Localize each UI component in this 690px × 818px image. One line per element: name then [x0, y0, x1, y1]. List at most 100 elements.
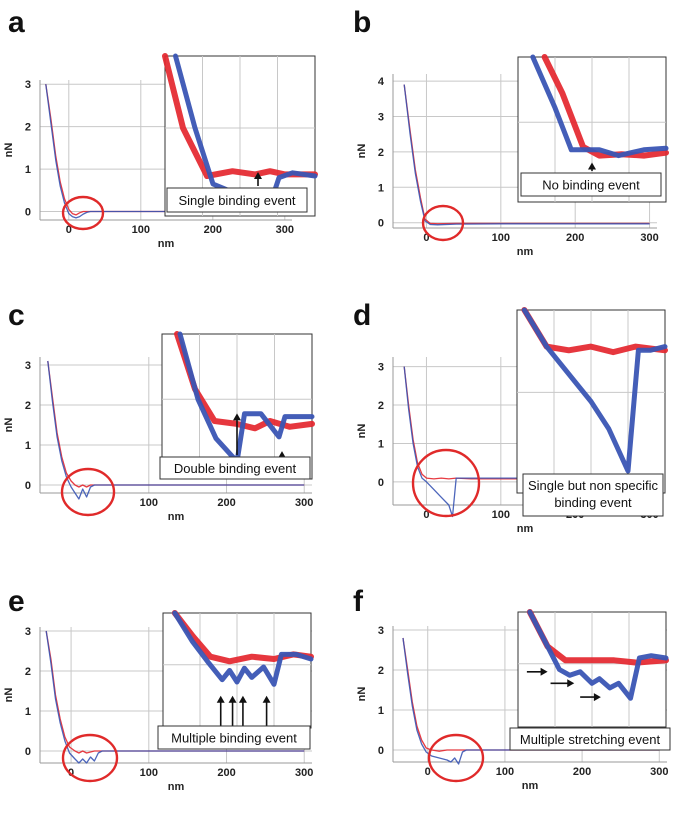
y-tick-label: 3	[378, 625, 384, 637]
panel-d: d01002003000123nmnNSingle but non specif…	[353, 299, 668, 535]
inset-retraction-curve	[172, 610, 314, 687]
arrow-head-icon	[278, 451, 286, 459]
y-tick-label: 2	[25, 400, 31, 412]
x-tick-label: 0	[425, 766, 431, 778]
x-tick-label: 0	[66, 224, 72, 236]
y-tick-label: 3	[378, 362, 384, 374]
y-axis-label: nN	[356, 687, 368, 702]
x-tick-label: 100	[140, 497, 158, 509]
panel-letter: c	[8, 299, 25, 332]
y-tick-label: 1	[378, 438, 384, 450]
arrow-head-icon	[228, 695, 237, 703]
caption-box	[159, 456, 311, 480]
arrow-head-icon	[540, 667, 548, 676]
y-tick-label: 2	[378, 665, 384, 677]
highlight-circle	[60, 467, 116, 517]
caption-box	[157, 725, 311, 750]
y-tick-label: 1	[25, 440, 31, 452]
retraction-curve	[45, 84, 285, 219]
panel-letter: e	[8, 585, 25, 618]
x-axis-label: nm	[158, 238, 175, 250]
panel-f: f 0 100 200 300 0 1 2 3 nm nN Multiple stretching e…	[353, 585, 671, 792]
inset-retraction-curve	[177, 331, 315, 465]
x-tick-label: 100	[492, 232, 510, 244]
y-tick-label: 0	[378, 745, 384, 757]
arrow-head-icon	[216, 695, 225, 703]
x-tick-label: 300	[295, 497, 313, 509]
retraction-curve	[403, 366, 650, 518]
caption-text: binding event	[554, 495, 632, 510]
inset-retraction-curve	[527, 609, 669, 701]
panel-c: c 100 200 300 0 1 2 3 nm nN Double binding event	[3, 299, 315, 523]
retraction-curve	[45, 630, 305, 764]
x-tick-label: 0	[423, 232, 429, 244]
panel-a: a 0 100 200 300 0 1 2 3 nm nN Single binding event	[3, 6, 318, 250]
y-tick-label: 1	[25, 706, 31, 718]
highlight-circle	[61, 195, 105, 231]
y-axis-label: nN	[3, 688, 15, 703]
x-tick-label: 100	[492, 509, 510, 521]
x-tick-label: 300	[650, 766, 668, 778]
y-tick-label: 3	[25, 626, 31, 638]
retraction-curve	[403, 84, 650, 226]
y-tick-label: 2	[25, 122, 31, 134]
retraction-curve	[47, 360, 305, 500]
x-tick-label: 200	[204, 224, 222, 236]
inset-retraction-curve	[530, 54, 669, 159]
y-tick-label: 3	[378, 111, 384, 123]
y-tick-label: 1	[25, 164, 31, 176]
approach-curve	[403, 366, 650, 480]
caption-text: Multiple binding event	[171, 731, 297, 746]
panel-letter: b	[353, 6, 371, 39]
panel-letter: a	[8, 6, 25, 39]
caption-text: Double binding event	[174, 461, 297, 476]
y-tick-label: 2	[378, 400, 384, 412]
y-axis-label: nN	[356, 424, 368, 439]
x-tick-label: 200	[566, 232, 584, 244]
highlight-circle	[427, 733, 485, 783]
y-tick-label: 0	[378, 218, 384, 230]
x-tick-label: 200	[573, 766, 591, 778]
highlight-circle	[411, 448, 481, 518]
y-tick-label: 4	[378, 76, 385, 88]
x-tick-label: 300	[276, 224, 294, 236]
y-axis-label: nN	[3, 418, 15, 433]
panel-letter: f	[353, 585, 364, 618]
arrow-head-icon	[588, 162, 596, 170]
caption-text: Single binding event	[178, 193, 295, 208]
y-tick-label: 1	[378, 182, 384, 194]
arrow-head-icon	[254, 172, 262, 179]
x-axis-label: nm	[522, 780, 539, 792]
panel-b: b 0 100 200 300 0 1 2 3 4 nm nN No binding event	[353, 6, 669, 258]
x-axis-label: nm	[517, 246, 534, 258]
y-tick-label: 0	[378, 477, 384, 489]
y-tick-label: 0	[25, 207, 31, 219]
caption-box	[166, 187, 308, 213]
caption-box	[509, 727, 671, 751]
y-tick-label: 2	[25, 666, 31, 678]
x-tick-label: 300	[295, 767, 313, 779]
y-tick-label: 0	[25, 480, 31, 492]
x-tick-label: 200	[217, 497, 235, 509]
arrow-head-icon	[593, 693, 601, 702]
inset-approach-curve	[541, 54, 669, 159]
arrow-head-icon	[262, 695, 271, 703]
y-tick-label: 0	[25, 746, 31, 758]
x-tick-label: 200	[217, 767, 235, 779]
y-axis-label: nN	[356, 144, 368, 159]
x-tick-label: 100	[496, 766, 514, 778]
highlight-circle	[61, 733, 119, 783]
y-tick-label: 1	[378, 705, 384, 717]
y-tick-label: 2	[378, 147, 384, 159]
inset-retraction-curve	[521, 307, 668, 474]
panel-letter: d	[353, 299, 371, 332]
y-axis-label: nN	[3, 143, 15, 158]
caption-text: Multiple stretching event	[520, 732, 661, 747]
x-tick-label: 300	[640, 232, 658, 244]
arrow-head-icon	[238, 695, 247, 703]
caption-box	[522, 473, 664, 517]
x-axis-label: nm	[168, 781, 185, 793]
x-tick-label: 100	[140, 767, 158, 779]
